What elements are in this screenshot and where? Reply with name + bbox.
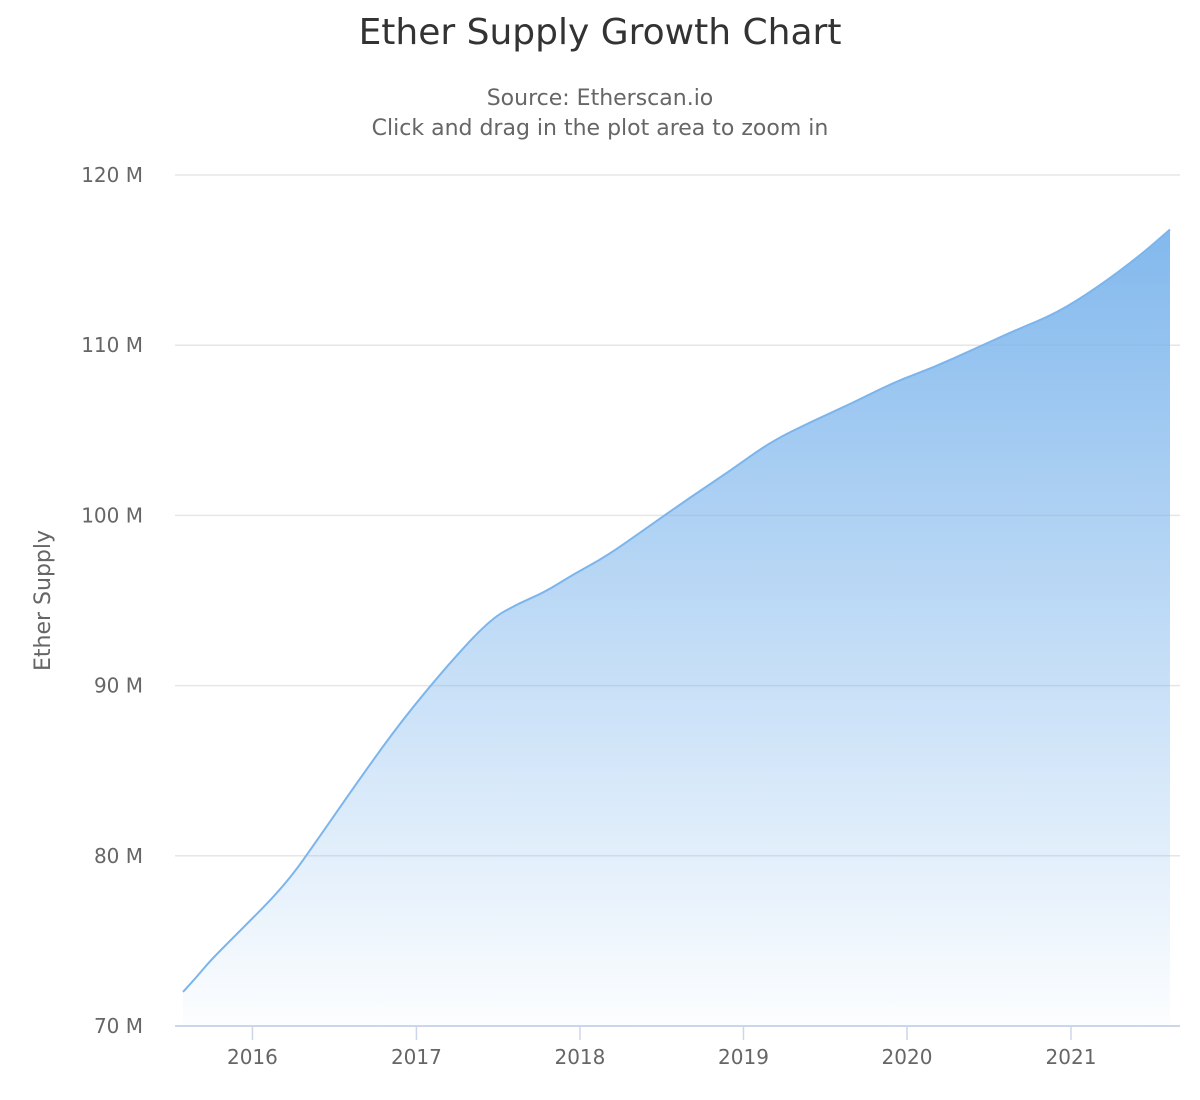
- area-series[interactable]: [182, 228, 1171, 1027]
- x-tick-label: 2019: [718, 1045, 769, 1069]
- x-tick-label: 2021: [1046, 1045, 1097, 1069]
- series-line[interactable]: [182, 228, 1171, 993]
- y-tick-label: 100 M: [81, 503, 143, 527]
- x-tick-label: 2018: [554, 1045, 605, 1069]
- y-axis-title: Ether Supply: [31, 530, 56, 671]
- x-tick-label: 2016: [227, 1045, 278, 1069]
- chart-subtitle: Source: Etherscan.io Click and drag in t…: [0, 84, 1200, 144]
- y-tick-label: 80 M: [94, 844, 143, 868]
- y-tick-label: 70 M: [94, 1014, 143, 1038]
- x-tick-label: 2017: [391, 1045, 442, 1069]
- chart-title: Ether Supply Growth Chart: [358, 12, 842, 53]
- chart-subtitle-source: Source: Etherscan.io: [486, 86, 714, 111]
- y-tick-label: 120 M: [81, 163, 143, 187]
- tick-labels: 70 M 80 M 90 M 100 M 110 M 120 M 2016 2017 2018 2…: [81, 163, 1096, 1069]
- chart-subtitle-hint: Click and drag in the plot area to zoom …: [371, 116, 829, 141]
- x-tick-label: 2020: [882, 1045, 933, 1069]
- y-tick-label: 90 M: [94, 674, 143, 698]
- axes: [175, 1025, 1180, 1040]
- y-tick-label: 110 M: [81, 333, 143, 357]
- area-fill[interactable]: [183, 229, 1170, 1027]
